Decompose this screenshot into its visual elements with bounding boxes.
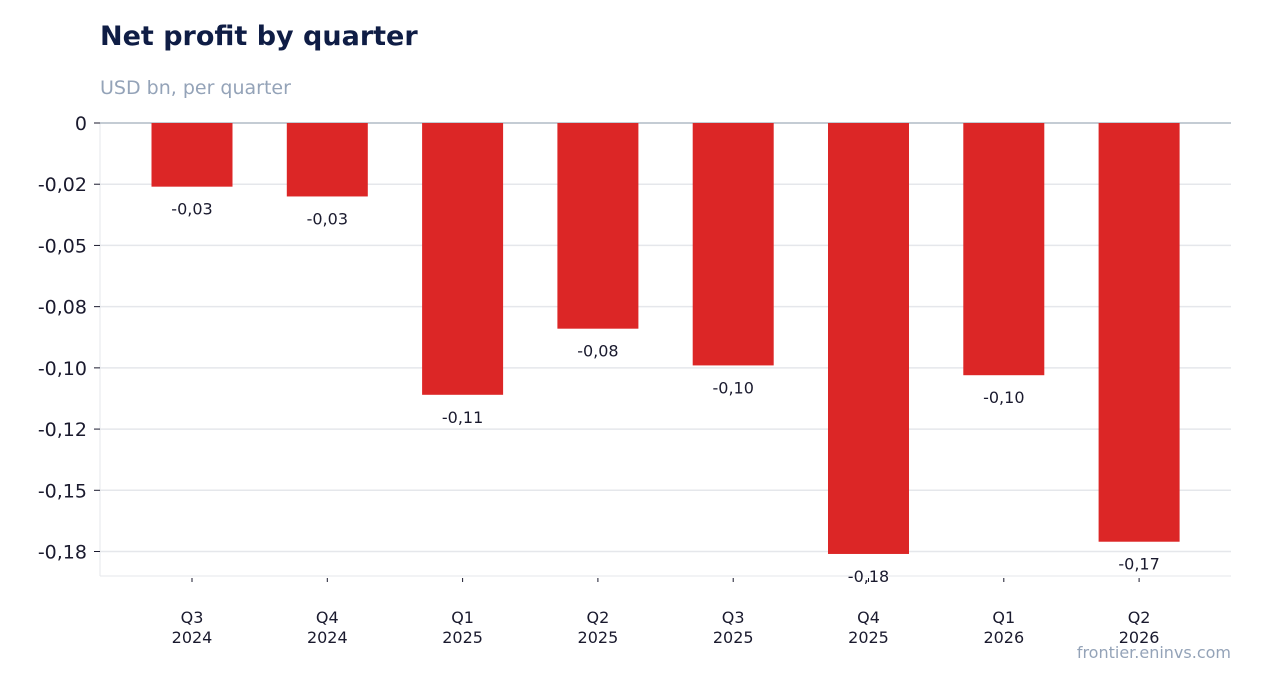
y-tick-label: -0,10 — [38, 358, 87, 380]
value-label: -0,10 — [983, 388, 1024, 407]
value-label: -0,11 — [442, 408, 483, 427]
y-tick-label: -0,18 — [38, 542, 87, 564]
bar — [422, 123, 504, 395]
y-tick-label: -0,15 — [38, 480, 87, 502]
y-tick-label: -0,08 — [38, 297, 87, 319]
value-label: -0,18 — [848, 567, 889, 586]
bar — [692, 123, 774, 366]
y-tick-label: 0 — [75, 113, 87, 135]
y-tick-label: -0,12 — [38, 419, 87, 441]
x-tick-label: Q1 2026 — [983, 608, 1025, 647]
y-tick-label: -0,05 — [38, 235, 87, 257]
bar — [963, 123, 1045, 376]
bar — [151, 123, 233, 187]
bar — [1098, 123, 1180, 542]
bar — [286, 123, 368, 197]
value-label: -0,17 — [1118, 555, 1159, 574]
chart-subtitle: USD bn, per quarter — [100, 77, 291, 99]
x-tick-label: Q3 2025 — [712, 608, 754, 647]
x-tick-label: Q1 2025 — [442, 608, 483, 647]
chart-title: Net profit by quarter — [100, 21, 418, 52]
y-tick-label: -0,02 — [38, 174, 87, 196]
value-label: -0,08 — [577, 342, 618, 361]
x-tick-label: Q2 2026 — [1118, 608, 1160, 647]
value-label: -0,10 — [712, 378, 753, 397]
bar — [557, 123, 639, 329]
x-tick-label: Q4 2024 — [306, 608, 348, 647]
source: frontier.eninvs.com — [1077, 643, 1231, 662]
x-tick-label: Q3 2024 — [171, 608, 213, 647]
value-label: -0,03 — [307, 209, 348, 228]
x-tick-label: Q4 2025 — [848, 608, 889, 647]
bar — [828, 123, 909, 554]
x-tick-label: Q2 2025 — [577, 608, 619, 647]
value-label: -0,03 — [171, 200, 212, 219]
